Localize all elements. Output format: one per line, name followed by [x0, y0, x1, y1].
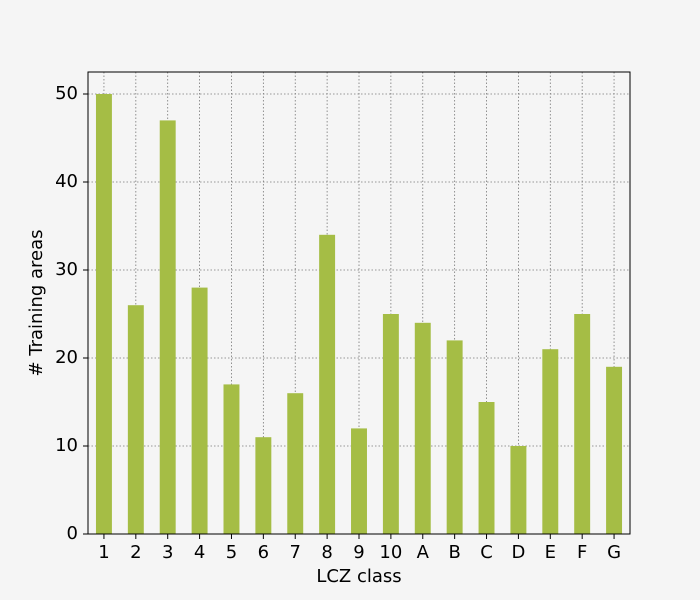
- bar: [95, 94, 112, 534]
- x-tick-label: E: [545, 542, 556, 563]
- x-tick-label: 3: [162, 542, 173, 563]
- y-tick-label: 0: [67, 523, 78, 544]
- x-tick-label: B: [448, 542, 460, 563]
- x-tick-label: F: [577, 542, 587, 563]
- bar: [446, 340, 463, 534]
- y-tick-label: 10: [55, 435, 78, 456]
- y-tick-label: 40: [55, 171, 78, 192]
- x-tick-label: C: [480, 542, 493, 563]
- y-axis-label: # Training areas: [26, 229, 47, 376]
- x-tick-label: G: [607, 542, 621, 563]
- bar: [414, 322, 431, 534]
- bar: [287, 393, 304, 534]
- x-tick-label: A: [417, 542, 430, 563]
- bar: [574, 314, 591, 534]
- bar: [510, 446, 527, 534]
- y-tick-label: 30: [55, 259, 78, 280]
- x-axis-label: LCZ class: [316, 566, 401, 587]
- x-tick-label: 6: [258, 542, 269, 563]
- x-tick-label: 7: [290, 542, 301, 563]
- x-tick-label: 10: [379, 542, 402, 563]
- x-tick-label: 4: [194, 542, 205, 563]
- bar: [382, 314, 399, 534]
- plot-frame: [87, 71, 631, 535]
- bar: [351, 428, 367, 534]
- bar: [127, 305, 144, 534]
- x-tick-label: 5: [226, 542, 237, 563]
- plot-area: 0 10 20 30 40 50 1 2 3 4 5 6 7 8 9 10 A B C D E F G: [55, 71, 631, 563]
- bar: [191, 287, 208, 534]
- bar: [223, 384, 240, 534]
- x-tick-label: 1: [98, 542, 109, 563]
- bar: [319, 234, 336, 535]
- bar: [255, 437, 272, 534]
- bar: [159, 120, 176, 535]
- x-tick-label: D: [511, 542, 525, 563]
- y-tick-label: 20: [55, 347, 78, 368]
- bar: [478, 402, 495, 534]
- bar: [606, 366, 623, 534]
- bar: [542, 349, 559, 534]
- x-tick-label: 2: [130, 542, 141, 563]
- x-tick-label: 8: [321, 542, 332, 563]
- y-tick-label: 50: [55, 83, 78, 104]
- x-tick-label: 9: [353, 542, 364, 563]
